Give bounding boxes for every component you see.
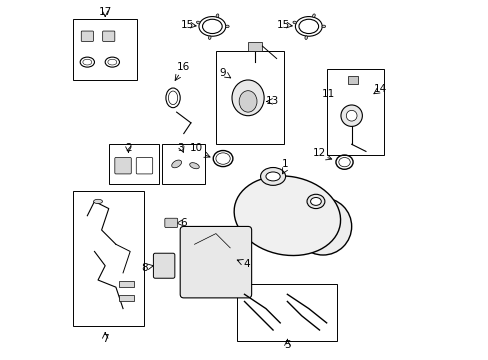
Text: 13: 13 [265,96,279,107]
Text: 5: 5 [284,340,290,350]
Ellipse shape [171,160,181,168]
Text: 14: 14 [373,84,386,94]
Text: 11: 11 [321,89,334,99]
Bar [119,295,134,301]
FancyBboxPatch shape [81,31,93,41]
FancyBboxPatch shape [153,253,175,278]
Ellipse shape [239,91,257,112]
Bar [216,51,283,144]
Ellipse shape [93,199,102,203]
Bar [247,42,262,51]
FancyBboxPatch shape [102,31,115,41]
Bar [73,191,144,327]
Text: 15: 15 [277,19,290,30]
Ellipse shape [265,172,280,181]
Ellipse shape [189,163,199,169]
Text: 8: 8 [141,262,147,273]
Text: 17: 17 [99,7,112,17]
Ellipse shape [306,194,324,208]
Text: 9: 9 [219,68,226,78]
Ellipse shape [225,25,229,28]
Bar [326,69,383,155]
Ellipse shape [208,36,211,40]
Bar [119,281,134,287]
FancyBboxPatch shape [115,157,131,174]
FancyBboxPatch shape [180,226,251,298]
Bar [73,19,137,80]
Circle shape [340,105,362,126]
Ellipse shape [322,25,325,28]
Text: 16: 16 [177,63,190,72]
FancyBboxPatch shape [164,218,177,228]
Ellipse shape [294,198,351,255]
Ellipse shape [216,14,218,17]
Bar [108,144,159,184]
Ellipse shape [231,80,264,116]
Bar [347,76,357,84]
Text: 2: 2 [125,143,131,153]
Ellipse shape [312,14,315,17]
Ellipse shape [234,176,340,256]
Text: 4: 4 [243,259,249,269]
Circle shape [346,111,356,121]
Ellipse shape [196,21,200,24]
Bar [237,284,337,341]
Text: 15: 15 [181,19,194,30]
Ellipse shape [260,167,285,185]
Text: 10: 10 [189,143,202,153]
Text: 12: 12 [312,148,325,158]
Text: 1: 1 [282,159,288,169]
Text: 6: 6 [180,218,187,228]
Ellipse shape [305,36,307,40]
Ellipse shape [292,21,296,24]
Text: 3: 3 [177,143,183,153]
Ellipse shape [310,198,321,205]
Text: 7: 7 [102,334,108,343]
Bar [162,144,205,184]
